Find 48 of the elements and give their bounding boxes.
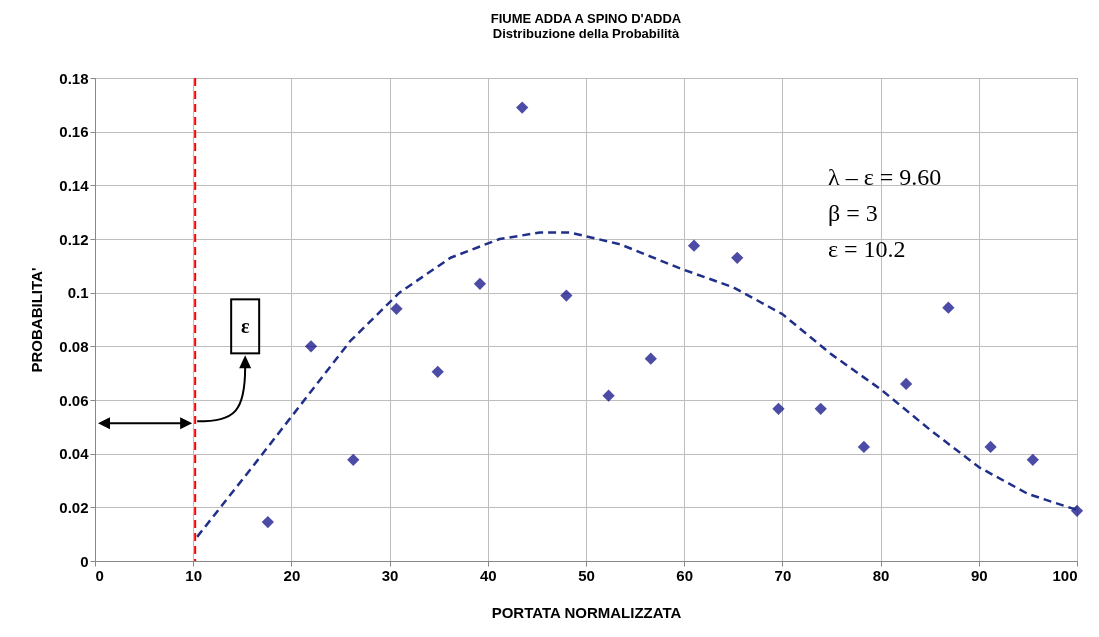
y-tick-label: 0.14: [59, 176, 90, 194]
y-tick-label: 0: [80, 552, 89, 570]
x-tick-label: 90: [970, 566, 988, 584]
x-tick-label: 100: [1052, 566, 1078, 584]
point: [516, 101, 529, 114]
x-tick-label: 0: [95, 566, 104, 584]
annotation: ε: [240, 315, 250, 338]
point: [984, 440, 997, 454]
chart-subtitle: Distribuzione della Probabilità: [492, 26, 680, 41]
x-tick-label: 10: [185, 566, 203, 584]
x-tick-label: 30: [381, 566, 399, 584]
chart-title: FIUME ADDA A SPINO D'ADDA: [490, 11, 682, 26]
x-tick-label: 50: [578, 566, 595, 584]
y-axis-title: PROBABILITA': [28, 267, 46, 373]
point: [731, 251, 744, 264]
point: [390, 302, 403, 315]
point: [560, 289, 573, 302]
point: [687, 239, 701, 252]
y-tick-label: 0.08: [59, 337, 89, 355]
point: [857, 440, 871, 454]
point: [473, 277, 487, 290]
point: [261, 515, 274, 529]
point: [602, 389, 615, 402]
y-tick-label: 0.18: [59, 69, 89, 87]
y-tick-label: 0.06: [59, 391, 89, 409]
point: [644, 352, 657, 365]
annotation: β = 3: [828, 200, 878, 226]
point: [1026, 453, 1039, 466]
point: [304, 340, 318, 353]
point: [431, 365, 444, 378]
point: [900, 377, 913, 391]
y-tick-label: 0.02: [59, 498, 89, 516]
y-tick-label: 0.1: [67, 284, 89, 302]
y-tick-label: 0.12: [59, 230, 89, 248]
point: [772, 402, 785, 415]
point: [347, 453, 360, 466]
annotation: λ – ε = 9.60: [828, 164, 942, 190]
y-tick-label: 0.04: [59, 445, 90, 463]
y-tick-label: 0.16: [59, 123, 89, 141]
x-tick-label: 40: [479, 566, 497, 584]
x-tick-label: 20: [283, 566, 301, 584]
x-tick-label: 70: [774, 566, 792, 584]
x-axis-title: PORTATA NORMALIZZATA: [491, 603, 682, 621]
point: [814, 402, 827, 415]
x-tick-label: 80: [872, 566, 890, 584]
point: [942, 301, 955, 314]
x-tick-label: 60: [676, 566, 694, 584]
annotation: ε = 10.2: [828, 236, 906, 262]
